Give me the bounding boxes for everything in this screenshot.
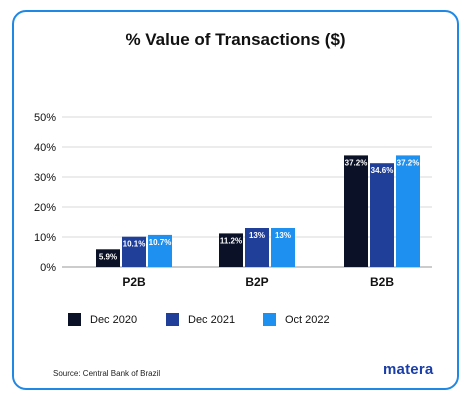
data-label: 13% [249,231,265,240]
bar [370,163,394,267]
legend-swatch [68,313,81,326]
data-label: 5.9% [99,252,117,261]
data-label: 11.2% [220,236,242,245]
legend-swatch [263,313,276,326]
legend-swatch [166,313,179,326]
data-label: 34.6% [371,166,394,175]
bar [122,236,146,267]
data-label: 13% [275,231,291,240]
bar [344,155,368,267]
category-label: P2B [122,275,146,289]
y-tick-label: 50% [34,112,56,124]
data-label: 10.1% [123,240,146,249]
legend-label: Dec 2021 [188,313,236,326]
data-label: 37.2% [397,158,420,167]
bar [219,233,243,267]
y-tick-label: 20% [34,202,56,214]
legend-item-dec-2021: Dec 2021 [166,313,235,326]
bar [396,155,420,267]
category-label: B2B [370,275,394,289]
legend-item-oct-2022: Oct 2022 [263,313,330,326]
legend: Dec 2020 Dec 2021 Oct 2022 [0,313,471,327]
y-tick-label: 10% [34,232,56,244]
chart-title: % Value of Transactions ($) [125,30,346,49]
matera-logo: matera [383,361,434,378]
data-label: 10.7% [149,238,172,247]
data-label: 37.2% [345,158,368,167]
y-tick-label: 40% [34,142,56,154]
y-tick-label: 30% [34,172,56,184]
category-label: B2P [245,275,268,289]
legend-label: Dec 2020 [90,313,138,326]
source-note: Source: Central Bank of Brazil [53,369,161,378]
bar [148,234,172,267]
legend-label: Oct 2022 [285,313,330,326]
y-tick-label: 0% [40,262,56,274]
bar [245,228,269,267]
bar [96,249,120,267]
legend-item-dec-2020: Dec 2020 [68,313,137,326]
bar [271,228,295,267]
